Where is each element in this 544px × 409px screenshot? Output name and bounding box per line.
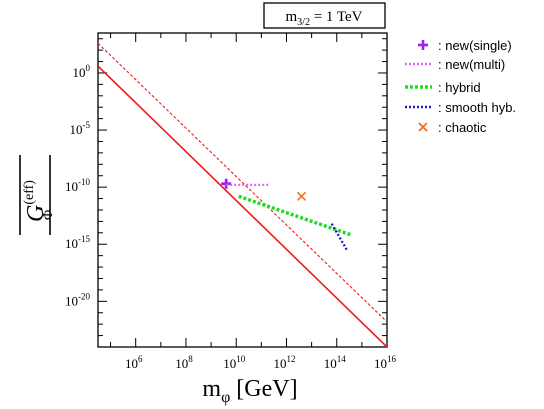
y-tick-label: 10-5 [70,120,91,137]
plot-lines [98,42,387,347]
y-axis-label: G(eff)Φ [19,155,56,235]
legend-label-smooth-hybrid: : smooth hyb. [438,100,516,115]
series-line-hybrid [238,194,353,237]
series-line-smooth-hyb [330,223,348,251]
x-axis-label: mφ [GeV] [202,376,297,406]
legend-swatch-single [418,40,428,50]
y-tick-label: 100 [73,63,91,80]
y-tick-label: 10-20 [65,291,90,308]
legend-label-chaotic: : chaotic [438,120,487,135]
marker-stroke [296,191,307,201]
plot-frame [97,32,388,348]
x-tick-label: 1016 [374,354,397,371]
x-tick-label: 1014 [324,354,347,371]
title-box [263,2,386,29]
x-tick-label: 1012 [273,354,295,371]
svg-text:G(eff)Φ: G(eff)Φ [22,180,56,222]
x-tick-label: 1010 [223,354,246,371]
reference-line-solid [98,65,387,347]
legend-swatch-chaotic [418,122,428,132]
legend-label-multi: : new(multi) [438,57,505,72]
axis-tick-labels: 106 108 1010 1012 1014 1016 100 10-5 10-10 10-15 1… [65,63,397,371]
plot-markers [221,178,353,251]
axis-ticks [98,33,388,348]
x-tick-label: 106 [125,354,143,371]
legend-label-hybrid: : hybrid [438,80,481,95]
x-tick-label: 108 [175,354,193,371]
series-marker-new-single [221,178,232,189]
reference-line-dashed [98,42,387,323]
chart-title: m3/2 = 1 TeV [286,9,363,28]
series-marker-chaotic [296,191,307,201]
y-tick-label: 10-15 [65,234,90,251]
legend: : new(single) : new(multi) : hybrid : sm… [405,38,516,135]
y-tick-label: 10-10 [65,177,90,194]
legend-label-single: : new(single) [438,38,512,53]
